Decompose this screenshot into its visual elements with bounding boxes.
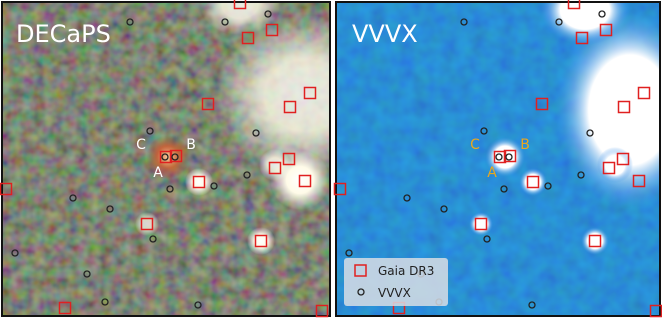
figure: DECaPS VVVX ABCABC Gaia DR3 VVVX: [0, 0, 662, 320]
legend: Gaia DR3 VVVX: [344, 258, 448, 306]
source-label: B: [520, 137, 530, 153]
legend-entry: VVVX: [378, 286, 411, 300]
panel-title: DECaPS: [16, 20, 111, 48]
source-label: C: [470, 137, 480, 153]
panel-title: VVVX: [352, 20, 418, 48]
page: DECaPS VVVX ABCABC Gaia DR3 VVVX (() => …: [0, 0, 662, 320]
source-label: A: [153, 165, 163, 181]
source-label: B: [186, 137, 196, 153]
legend-entry: Gaia DR3: [378, 264, 434, 278]
source-label: A: [487, 165, 497, 181]
source-label: C: [136, 137, 146, 153]
